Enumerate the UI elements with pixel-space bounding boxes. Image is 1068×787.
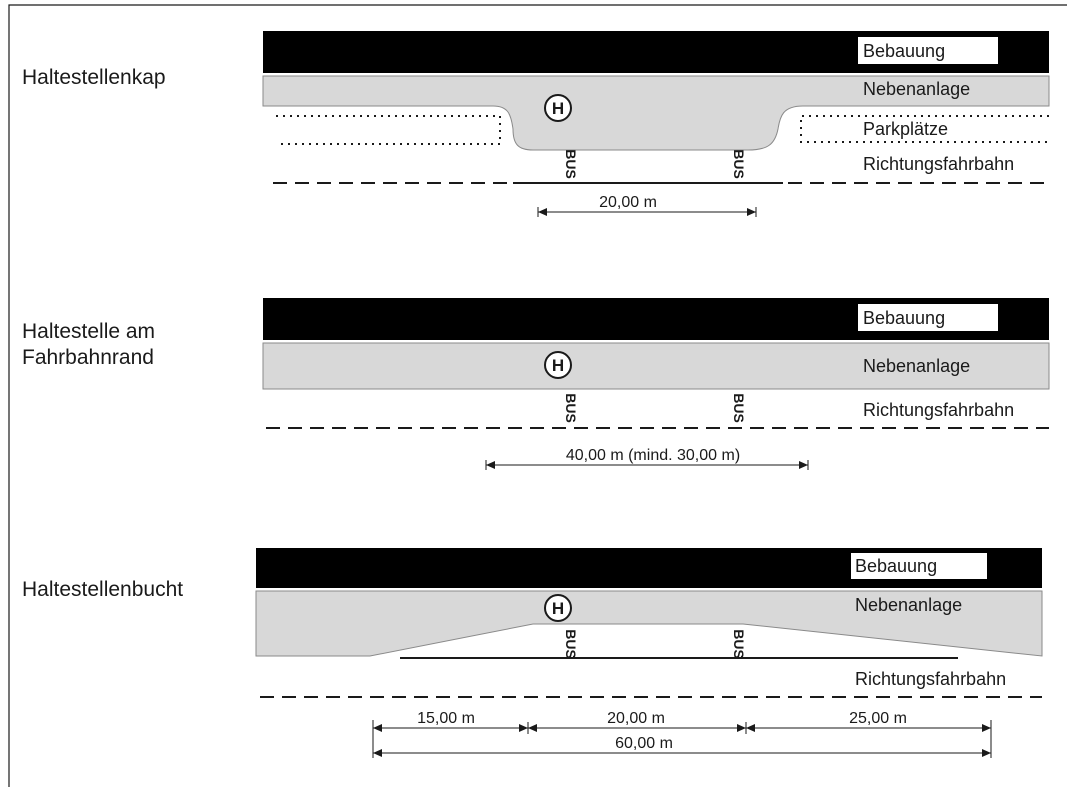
dimension-label-15m: 15,00 m (417, 710, 475, 727)
dimension-arrow (519, 724, 528, 732)
bus-marking-left: BUS (563, 393, 579, 423)
building-label-box (858, 37, 998, 64)
bus-stop-h-letter: H (552, 599, 564, 618)
bus-stop-h-icon (544, 594, 572, 622)
bus-stop-h-letter: H (552, 99, 564, 118)
bus-marking-left: BUS (563, 629, 579, 659)
diagram-title: Haltestellenbucht (22, 578, 183, 601)
bus-marking-right: BUS (731, 149, 747, 179)
diagram-fahrbahnrand: Haltestelle am Fahrbahnrand Bebauung Neb… (22, 298, 1050, 470)
dimension-arrow (528, 724, 537, 732)
diagram-haltestellenkap: Haltestellenkap Bebauung Nebenanlage H P… (22, 31, 1050, 217)
sidewalk (262, 342, 1050, 390)
diagram-title-line-2: Fahrbahnrand (22, 346, 154, 369)
building-label-box (858, 304, 998, 331)
dimension-arrow-right (747, 208, 756, 216)
building-label: Bebauung (863, 308, 945, 328)
bus-stop-h-icon (544, 351, 572, 379)
bus-marking-left: BUS (563, 149, 579, 179)
lane-label: Richtungsfahrbahn (855, 669, 1006, 689)
lane-label: Richtungsfahrbahn (863, 154, 1014, 174)
parking-left-outline (276, 115, 501, 145)
bus-stop-diagram: Haltestellenkap Bebauung Nebenanlage H P… (8, 4, 1067, 787)
bus-marking-right: BUS (731, 629, 747, 659)
parking-label: Parkplätze (863, 119, 948, 139)
dimension-label: 40,00 m (mind. 30,00 m) (566, 447, 740, 464)
building-label: Bebauung (863, 41, 945, 61)
dimension-label-20m: 20,00 m (607, 710, 665, 727)
diagram-title: Haltestellenkap (22, 66, 166, 89)
bus-stop-h-icon (544, 94, 572, 122)
diagram-haltestellenbucht: Haltestellenbucht Bebauung Nebenanlage H… (22, 548, 1043, 758)
sidewalk-label: Nebenanlage (863, 79, 970, 99)
sidewalk-with-kap (262, 75, 1050, 151)
sidewalk-label: Nebenanlage (855, 595, 962, 615)
building-label: Bebauung (855, 556, 937, 576)
parking-right-outline (800, 115, 1049, 143)
dimension-arrow (746, 724, 755, 732)
diagram-title-line-1: Haltestelle am (22, 320, 155, 343)
dimension-label-25m: 25,00 m (849, 710, 907, 727)
dimension-arrow-left (486, 461, 495, 469)
sidewalk-with-bay (255, 590, 1043, 657)
frame-border (8, 4, 1067, 787)
bus-stop-h-letter: H (552, 356, 564, 375)
dimension-arrow (737, 724, 746, 732)
dimension-label: 20,00 m (599, 194, 657, 211)
dimension-arrow (982, 724, 991, 732)
lane-label: Richtungsfahrbahn (863, 400, 1014, 420)
dimension-arrow-left (538, 208, 547, 216)
dimension-arrow-right (799, 461, 808, 469)
building-label-box (851, 553, 987, 579)
dimension-arrow (373, 749, 382, 757)
dimension-arrow (982, 749, 991, 757)
sidewalk-label: Nebenanlage (863, 356, 970, 376)
dimension-label-total: 60,00 m (615, 735, 673, 752)
dimension-arrow (373, 724, 382, 732)
bus-marking-right: BUS (731, 393, 747, 423)
